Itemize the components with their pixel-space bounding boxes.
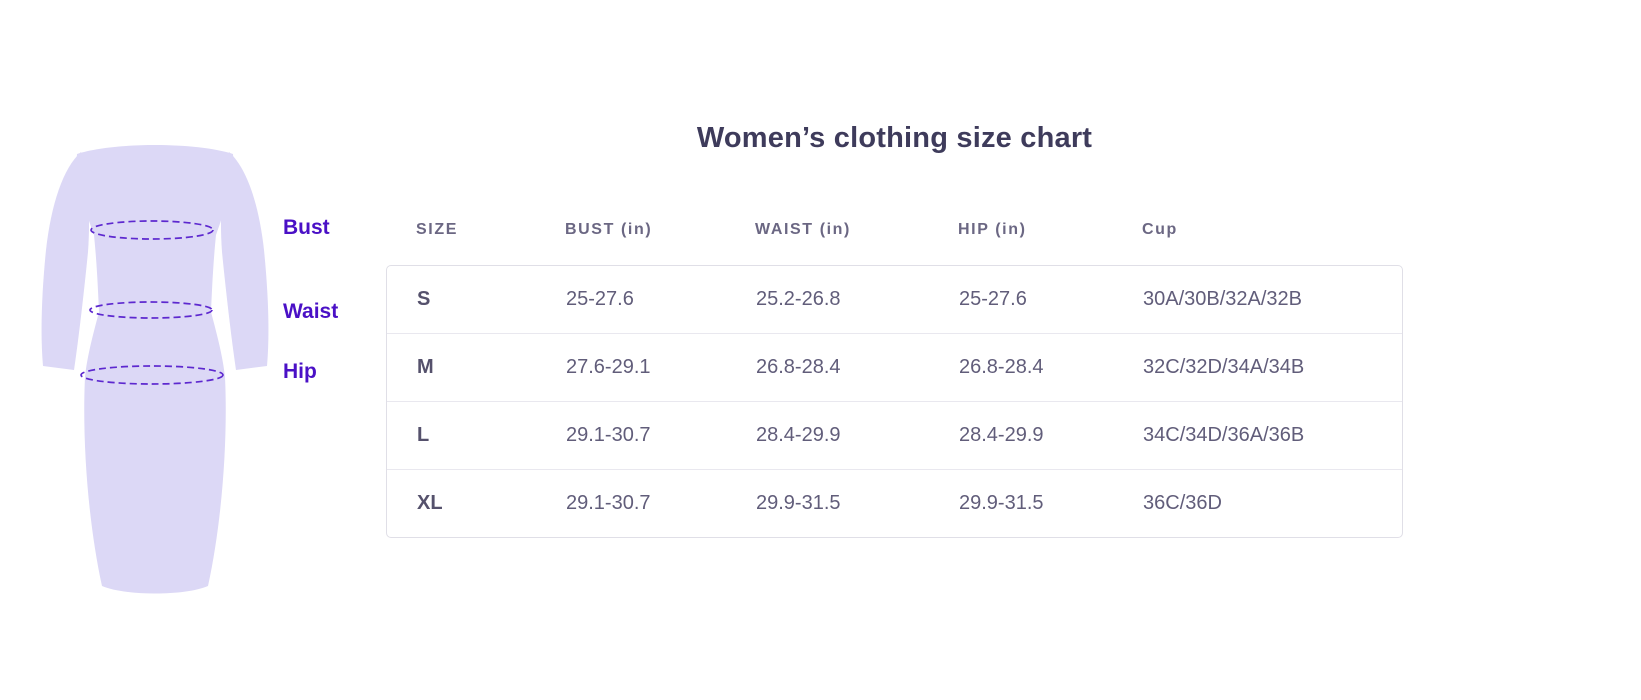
header-hip: HIP (in) <box>958 221 1027 238</box>
cell-size: S <box>417 288 431 310</box>
page-title: Women’s clothing size chart <box>696 122 1093 154</box>
cell-waist: 26.8-28.4 <box>756 356 841 378</box>
cell-cup: 30A/30B/32A/32B <box>1143 288 1303 310</box>
table-header-row: SIZE BUST (in) WAIST (in) HIP (in) Cup <box>386 221 1403 239</box>
bust-measure-line <box>90 220 214 240</box>
table-row-m: M 27.6-29.1 26.8-28.4 26.8-28.4 32C/32D/… <box>387 333 1402 401</box>
cell-hip: 25-27.6 <box>959 288 1027 310</box>
table-row-xl: XL 29.1-30.7 29.9-31.5 29.9-31.5 36C/36D <box>387 469 1402 537</box>
header-bust: BUST (in) <box>565 221 653 238</box>
cell-bust: 29.1-30.7 <box>566 492 651 514</box>
cell-size: M <box>417 356 434 378</box>
cell-cup: 32C/32D/34A/34B <box>1143 356 1305 378</box>
measurement-lines <box>80 220 224 385</box>
cell-bust: 29.1-30.7 <box>566 424 651 446</box>
cell-size: XL <box>417 492 443 514</box>
cell-cup: 36C/36D <box>1143 492 1222 514</box>
cell-size: L <box>417 424 430 446</box>
cell-hip: 26.8-28.4 <box>959 356 1044 378</box>
cell-cup: 34C/34D/36A/36B <box>1143 424 1305 446</box>
table-row-s: S 25-27.6 25.2-26.8 25-27.6 30A/30B/32A/… <box>387 266 1402 333</box>
cell-hip: 28.4-29.9 <box>959 424 1044 446</box>
cell-waist: 28.4-29.9 <box>756 424 841 446</box>
hip-measure-line <box>80 365 224 385</box>
cell-waist: 25.2-26.8 <box>756 288 841 310</box>
cell-hip: 29.9-31.5 <box>959 492 1044 514</box>
dress-diagram <box>41 145 269 594</box>
size-table: S 25-27.6 25.2-26.8 25-27.6 30A/30B/32A/… <box>386 265 1403 538</box>
cell-bust: 25-27.6 <box>566 288 634 310</box>
waist-label: Waist <box>283 300 339 323</box>
cell-bust: 27.6-29.1 <box>566 356 651 378</box>
header-size: SIZE <box>416 221 458 238</box>
hip-label: Hip <box>283 360 317 383</box>
dress-silhouette <box>41 145 269 594</box>
cell-waist: 29.9-31.5 <box>756 492 841 514</box>
header-waist: WAIST (in) <box>755 221 851 238</box>
bust-label: Bust <box>283 216 330 239</box>
header-cup: Cup <box>1142 221 1178 238</box>
table-row-l: L 29.1-30.7 28.4-29.9 28.4-29.9 34C/34D/… <box>387 401 1402 469</box>
waist-measure-line <box>89 301 213 319</box>
